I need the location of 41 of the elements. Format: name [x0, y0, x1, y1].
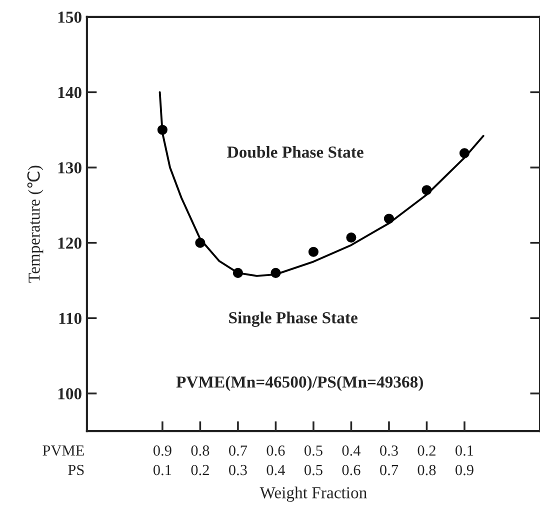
x2-tick-label: 0.6 — [266, 445, 285, 456]
x2-tick-label: 0.7 — [228, 445, 248, 456]
point — [384, 214, 394, 224]
x2-tick-label: 0.3 — [380, 445, 398, 456]
x2-tick-label: 0.8 — [191, 445, 210, 456]
x-tick-label: 0.7 — [380, 464, 398, 476]
point — [308, 246, 319, 257]
x2-tick-label: 0.1 — [456, 445, 474, 456]
y-tick-label: 150 — [58, 12, 82, 23]
y-tick-label: 110 — [59, 312, 82, 324]
x2-tick-label: 0.4 — [342, 445, 361, 456]
point — [195, 238, 206, 248]
point — [232, 268, 243, 278]
point — [346, 232, 356, 243]
x2-tick-label: 0.9 — [153, 445, 172, 456]
y-tick-label: 130 — [58, 162, 82, 174]
x2-tick-label: 0.5 — [304, 445, 322, 456]
point — [422, 185, 432, 196]
y-tick-label: 120 — [58, 238, 82, 249]
annotation: Double Phase State — [227, 146, 364, 158]
text: PVME — [42, 445, 84, 456]
x2-tick-label: 0.2 — [418, 445, 436, 456]
x-tick-label: 0.9 — [456, 464, 474, 476]
y-axis-title: Temperature (℃) — [27, 166, 44, 283]
y-tick-label: 100 — [58, 388, 82, 400]
x-tick-label: 0.6 — [342, 464, 360, 476]
line-series — [158, 91, 484, 277]
point — [157, 124, 168, 135]
annotation: Single Phase State — [229, 312, 358, 327]
x-tick-label: 0.1 — [153, 464, 172, 476]
annotation: PVME(Mn=46500)/PS(Mn=49368) — [176, 376, 423, 392]
x-tick-label: 0.8 — [418, 464, 436, 476]
x-tick-label: 0.4 — [266, 464, 286, 476]
y-tick-label: 140 — [58, 86, 82, 98]
text: PS — [68, 464, 84, 476]
x-axis-title: Weight Fraction — [260, 486, 367, 502]
point — [270, 268, 281, 278]
x-tick-label: 0.3 — [228, 464, 247, 476]
x-tick-label: 0.2 — [191, 464, 209, 476]
point — [459, 148, 470, 158]
x-tick-label: 0.5 — [304, 464, 322, 476]
